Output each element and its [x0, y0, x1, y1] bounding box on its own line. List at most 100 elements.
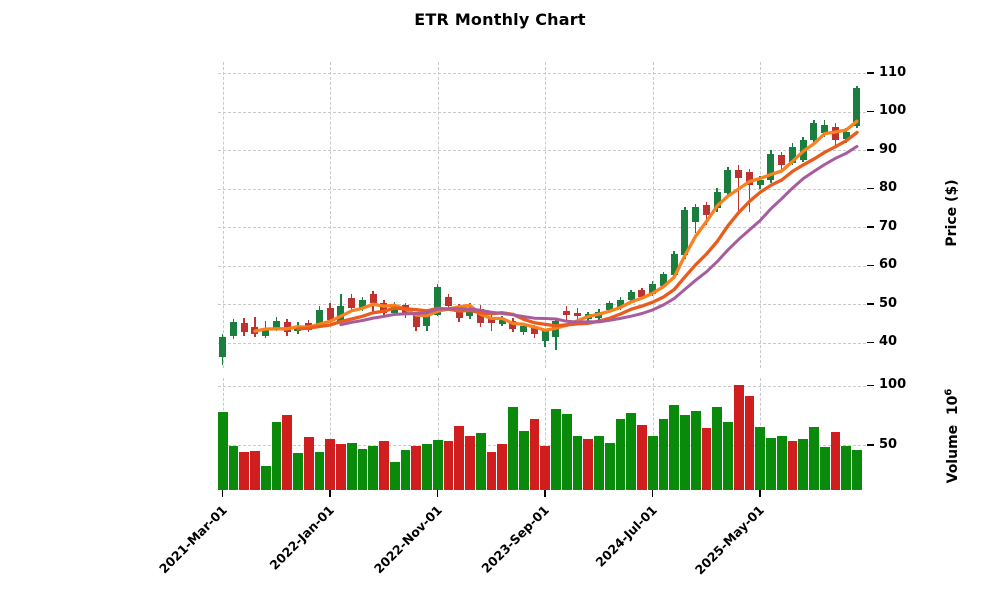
date-tick-label: 2023-Sep-01 [478, 502, 553, 576]
candle-body [305, 323, 313, 330]
candle-body [563, 310, 571, 315]
candle-body [821, 124, 829, 133]
volume-bar [690, 410, 701, 490]
volume-bar [583, 439, 594, 490]
volume-bar [368, 446, 379, 490]
candle-body [767, 153, 775, 181]
price-tick-label: 60 [879, 257, 898, 272]
volume-bar [712, 407, 723, 490]
candle-body [745, 171, 753, 186]
price-tick-label: 70 [879, 218, 898, 234]
candle-body [401, 305, 409, 316]
volume-bar [379, 441, 389, 490]
volume-bar [239, 452, 250, 490]
price-gridline [218, 111, 866, 113]
candle-body [444, 297, 452, 307]
volume-bar [776, 435, 787, 490]
price-tick-label: 110 [879, 64, 907, 80]
candle-body [498, 318, 506, 324]
candle-body [262, 328, 270, 336]
price-gridline [218, 150, 866, 151]
candle-body [724, 170, 732, 194]
candle-body [337, 305, 345, 322]
volume-bar [744, 396, 755, 490]
volume-bar [723, 422, 733, 490]
price-tick-mark [867, 72, 874, 74]
volume-bar [755, 427, 766, 490]
volume-bar [217, 411, 228, 490]
volume-bar [830, 431, 841, 490]
mav-line-4 [253, 119, 859, 333]
date-gridline-price [760, 62, 762, 368]
date-gridline-price [222, 62, 224, 368]
date-tick-mark [651, 490, 654, 497]
volume-bar [497, 443, 508, 490]
volume-bar [282, 415, 293, 490]
price-gridline [218, 227, 866, 228]
candle-body [552, 321, 560, 337]
volume-bar [389, 461, 400, 490]
candle-body [487, 317, 495, 323]
candle-body [638, 290, 646, 297]
price-tick-label: 90 [879, 141, 898, 157]
volume-bar [841, 446, 852, 490]
volume-bar [228, 446, 239, 490]
candle-body [670, 253, 678, 276]
volume-bar [766, 437, 776, 490]
volume-bar [325, 439, 336, 490]
candle-body [692, 206, 700, 222]
date-tick-label: 2024-Jul-01 [592, 502, 660, 570]
candle-body [681, 210, 689, 256]
candle-body [380, 302, 388, 314]
date-tick-label: 2022-Nov-01 [370, 502, 445, 577]
candle-body [735, 169, 743, 179]
volume-axis-multiplier: 106 [943, 388, 961, 416]
volume-bar [336, 443, 346, 490]
candle-body [616, 300, 624, 307]
price-tick-mark [867, 187, 874, 190]
volume-bar [798, 439, 809, 490]
volume-bar [529, 418, 540, 490]
candle-body [595, 311, 603, 318]
candle-body [509, 320, 517, 330]
price-tick-mark [867, 226, 874, 228]
volume-bar [551, 409, 561, 490]
price-tick-mark [867, 110, 874, 113]
volume-bar [604, 442, 615, 490]
volume-bar [540, 446, 551, 490]
candle-body [573, 313, 581, 316]
candle-body [627, 292, 635, 301]
date-tick-mark [759, 490, 761, 497]
volume-tick-label: 100 [879, 377, 907, 393]
date-tick-label: 2025-May-01 [692, 502, 768, 578]
volume-axis-label-text: Volume [944, 424, 961, 484]
candle-body [391, 305, 399, 314]
date-tick-mark [544, 490, 546, 497]
candle-body [272, 321, 280, 329]
volume-tick-mark [867, 384, 874, 387]
volume-bar [443, 441, 454, 490]
candle-body [477, 308, 485, 323]
volume-bar [314, 452, 325, 490]
candle-body [702, 205, 710, 216]
candle-body [584, 314, 592, 319]
price-tick-mark [867, 149, 874, 151]
volume-bar [465, 435, 475, 490]
price-axis-label: Price ($) [944, 179, 960, 247]
candle-body [315, 309, 323, 326]
date-tick-mark [329, 490, 331, 497]
volume-bar [615, 418, 626, 490]
volume-bar [271, 422, 282, 490]
volume-bar [701, 428, 712, 490]
volume-bar [518, 430, 529, 490]
candle-body [778, 155, 786, 165]
price-tick-mark [867, 341, 874, 344]
candle-body [842, 131, 850, 140]
price-gridline [218, 265, 866, 267]
volume-bar [508, 407, 518, 490]
candle-body [466, 309, 474, 317]
candle-body [229, 322, 237, 336]
price-tick-mark [867, 303, 874, 305]
